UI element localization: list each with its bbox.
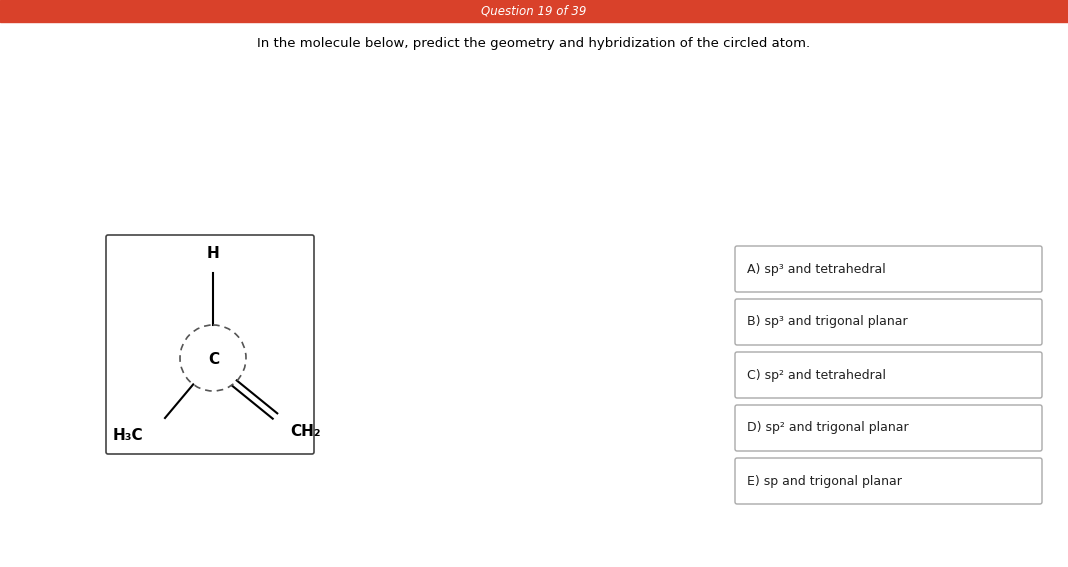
Bar	[0, 0, 1068, 22]
Text: D) sp² and trigonal planar: D) sp² and trigonal planar	[747, 421, 909, 434]
Text: E) sp and trigonal planar: E) sp and trigonal planar	[747, 475, 901, 488]
Text: H: H	[206, 246, 219, 261]
Text: B) sp³ and trigonal planar: B) sp³ and trigonal planar	[747, 315, 908, 328]
Text: CH₂: CH₂	[290, 424, 320, 438]
Text: C: C	[208, 353, 220, 367]
FancyBboxPatch shape	[735, 299, 1042, 345]
Text: Question 19 of 39: Question 19 of 39	[482, 5, 586, 18]
Text: In the molecule below, predict the geometry and hybridization of the circled ato: In the molecule below, predict the geome…	[257, 37, 811, 50]
Text: A) sp³ and tetrahedral: A) sp³ and tetrahedral	[747, 263, 885, 276]
FancyBboxPatch shape	[735, 405, 1042, 451]
FancyBboxPatch shape	[735, 352, 1042, 398]
FancyBboxPatch shape	[735, 246, 1042, 292]
FancyBboxPatch shape	[106, 235, 314, 454]
Text: C) sp² and tetrahedral: C) sp² and tetrahedral	[747, 369, 886, 382]
FancyBboxPatch shape	[735, 458, 1042, 504]
Text: H₃C: H₃C	[112, 428, 143, 442]
